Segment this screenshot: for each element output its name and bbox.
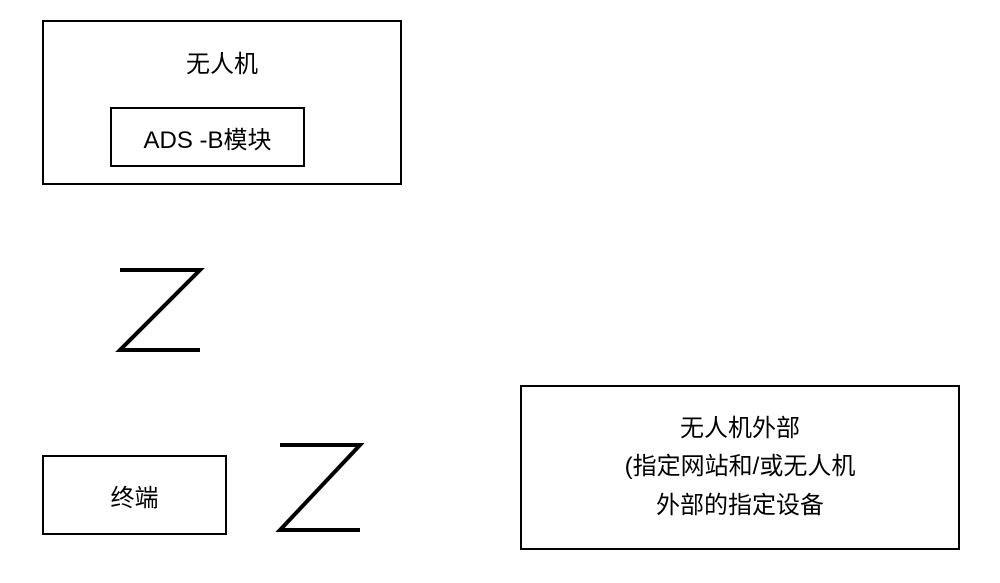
zigzag-path-2 [280,445,360,530]
external-line-3: 外部的指定设备 [552,487,928,525]
wireless-link-icon-2 [260,435,380,545]
external-line-2: (指定网站和/或无人机 [552,448,928,486]
uav-box: 无人机 ADS -B模块 [42,20,402,185]
uav-title: 无人机 [44,44,400,79]
external-box: 无人机外部 (指定网站和/或无人机 外部的指定设备 [520,385,960,550]
zigzag-path-1 [120,270,200,350]
adsb-module-box: ADS -B模块 [110,107,305,167]
adsb-module-label: ADS -B模块 [143,120,271,155]
wireless-link-icon-1 [100,260,220,360]
external-line-1: 无人机外部 [552,410,928,448]
terminal-box: 终端 [42,455,227,535]
terminal-label: 终端 [111,478,159,513]
